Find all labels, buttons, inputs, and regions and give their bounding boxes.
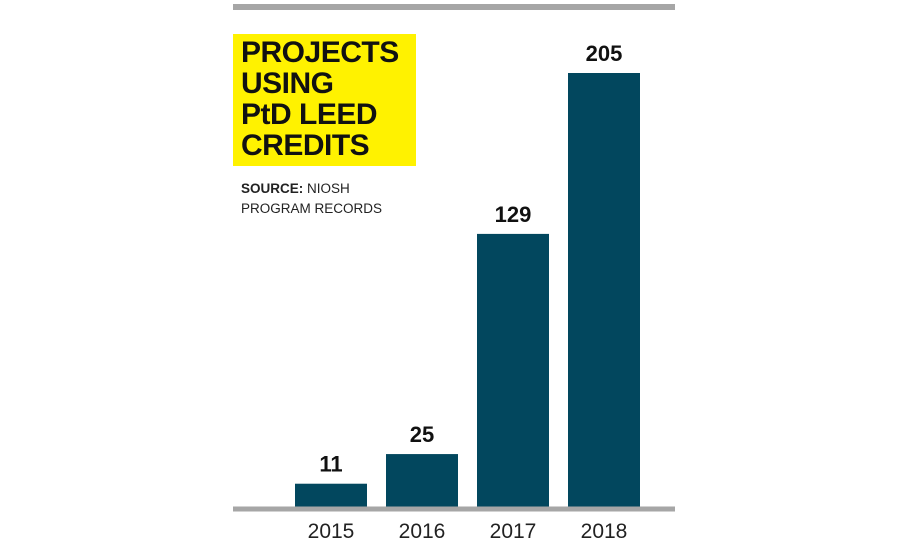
bar-2016 (386, 454, 458, 507)
x-tick-label-2017: 2017 (490, 520, 537, 543)
chart-title-line-3: PtD LEED (241, 98, 378, 131)
x-tick-label-2015: 2015 (308, 520, 355, 543)
data-label-2015: 11 (319, 452, 342, 477)
x-tick-label-2016: 2016 (399, 520, 446, 543)
source-line-2: PROGRAM RECORDS (241, 201, 383, 216)
data-label-2016: 25 (410, 422, 434, 447)
labels-group: 11 2015 25 2016 129 2017 205 2018 (308, 41, 628, 543)
chart-title-line-1: PROJECTS (241, 36, 399, 69)
chart-title-line-4: CREDITS (241, 129, 370, 162)
top-rule (233, 4, 675, 10)
bar-2018 (568, 73, 640, 507)
chart-title-box: PROJECTS USING PtD LEED CREDITS (233, 34, 416, 166)
source-note: SOURCE: NIOSH PROGRAM RECORDS (241, 179, 382, 219)
bars-group (295, 73, 640, 507)
bar-2015 (295, 483, 367, 507)
source-line-1: SOURCE: NIOSH (241, 179, 382, 199)
bar-2017 (477, 233, 549, 507)
chart-title-line-2: USING (241, 67, 334, 100)
x-tick-label-2018: 2018 (581, 520, 628, 543)
source-label: SOURCE: (241, 181, 304, 196)
data-label-2018: 205 (586, 41, 623, 66)
data-label-2017: 129 (495, 202, 532, 227)
source-name: NIOSH (307, 181, 350, 196)
